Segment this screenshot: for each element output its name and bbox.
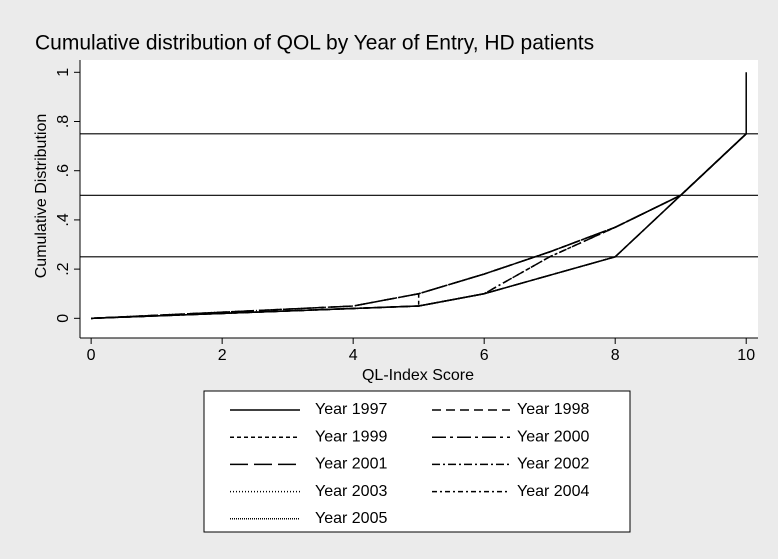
- y-tick-label: .4: [55, 213, 72, 226]
- y-axis-label: Cumulative Distribution: [33, 114, 50, 279]
- legend-label: Year 1999: [315, 428, 387, 445]
- chart-title: Cumulative distribution of QOL by Year o…: [35, 32, 594, 55]
- x-tick-label: 2: [218, 347, 227, 364]
- plot-area: [80, 60, 758, 338]
- legend-label: Year 2004: [517, 483, 589, 500]
- y-tick-label: 1: [55, 68, 72, 77]
- legend-label: Year 2003: [315, 483, 387, 500]
- legend-label: Year 2002: [517, 456, 589, 473]
- series-line: [91, 133, 747, 320]
- legend-label: Year 2001: [315, 456, 387, 473]
- x-axis-label: QL-Index Score: [362, 367, 474, 384]
- legend-label: Year 1997: [315, 401, 387, 418]
- y-tick-label: .2: [55, 262, 72, 275]
- legend-label: Year 2005: [315, 510, 387, 527]
- x-tick-label: 10: [737, 347, 755, 364]
- series-line: [91, 133, 747, 320]
- x-tick-label: 6: [480, 347, 489, 364]
- legend-label: Year 2000: [517, 428, 589, 445]
- legend-label: Year 1998: [517, 401, 589, 418]
- x-tick-label: 4: [349, 347, 358, 364]
- y-tick-label: 0: [55, 314, 72, 323]
- y-tick-label: .6: [55, 164, 72, 177]
- y-tick-label: .8: [55, 115, 72, 128]
- x-tick-label: 8: [611, 347, 620, 364]
- x-tick-label: 0: [87, 347, 96, 364]
- legend-box: [203, 390, 631, 533]
